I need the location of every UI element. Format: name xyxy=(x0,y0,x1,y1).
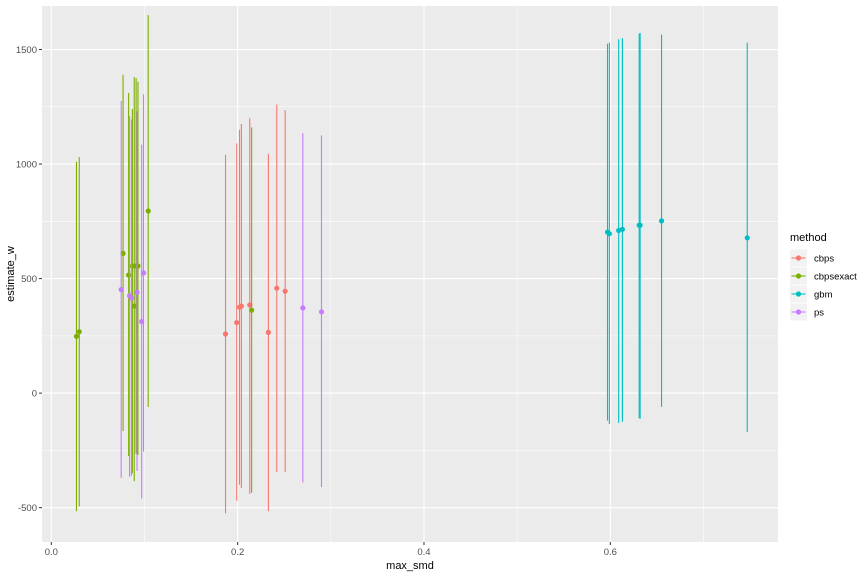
y-axis-title: estimate_w xyxy=(5,246,17,302)
point-ps xyxy=(128,295,135,301)
point-gbm xyxy=(606,231,612,237)
point-cbps xyxy=(274,285,280,291)
point-cbpsexact xyxy=(120,250,126,256)
legend-point-gbm xyxy=(795,291,802,297)
point-cbpsexact xyxy=(131,303,137,309)
point-ps xyxy=(300,305,306,311)
legend-label-cbpsexact: cbpsexact xyxy=(814,272,857,283)
point-cbps xyxy=(234,319,240,326)
y-tick-label: 0 xyxy=(32,389,37,400)
series-gbm xyxy=(604,33,750,433)
x-tick-label: 0.4 xyxy=(417,547,430,558)
point-gbm xyxy=(619,226,626,232)
point-cbps xyxy=(222,331,229,337)
point-cbpsexact xyxy=(249,307,255,313)
x-axis-title: max_smd xyxy=(386,560,434,572)
point-gbm xyxy=(658,218,665,224)
series-layer xyxy=(73,15,750,514)
plot-panel xyxy=(42,6,778,542)
point-cbps xyxy=(247,302,253,308)
legend-point-cbps xyxy=(795,255,802,261)
legend-point-ps xyxy=(795,309,802,315)
point-ps xyxy=(134,289,140,295)
x-tick-label: 0.2 xyxy=(231,547,244,558)
series-cbpsexact xyxy=(73,15,255,512)
y-tick-label: -500 xyxy=(18,503,37,514)
x-tick-label: 0.0 xyxy=(45,547,58,558)
legend-label-gbm: gbm xyxy=(814,290,833,301)
point-cbps xyxy=(238,303,244,309)
x-axis-ticks: 0.0 0.2 0.4 0.6 xyxy=(45,542,617,558)
x-tick-label: 0.6 xyxy=(604,547,617,558)
point-cbps xyxy=(265,329,271,336)
series-cbps xyxy=(222,104,288,514)
y-axis-ticks: -500 0 500 1000 1500 xyxy=(16,45,42,514)
point-cbpsexact xyxy=(135,263,141,269)
legend-label-ps: ps xyxy=(814,308,824,319)
point-ps xyxy=(118,286,124,293)
point-gbm xyxy=(637,222,643,228)
point-ps xyxy=(318,309,325,315)
y-tick-label: 500 xyxy=(21,274,37,285)
grid-minor xyxy=(42,6,778,542)
point-cbpsexact xyxy=(145,208,151,214)
legend-title: method xyxy=(790,232,827,244)
grid-major xyxy=(42,6,778,542)
point-cbpsexact xyxy=(73,333,80,339)
point-cbpsexact xyxy=(76,329,82,335)
series-ps xyxy=(118,94,325,499)
legend-point-cbpsexact xyxy=(795,273,802,279)
y-tick-label: 1500 xyxy=(16,45,37,56)
point-cbpsexact xyxy=(126,272,132,278)
legend: method cbps cbpsexact gbm ps xyxy=(790,232,857,321)
point-cbps xyxy=(282,288,288,294)
point-ps xyxy=(140,270,147,276)
point-ps xyxy=(139,319,145,325)
point-gbm xyxy=(744,235,750,241)
legend-label-cbps: cbps xyxy=(814,254,834,265)
y-tick-label: 1000 xyxy=(16,160,37,171)
